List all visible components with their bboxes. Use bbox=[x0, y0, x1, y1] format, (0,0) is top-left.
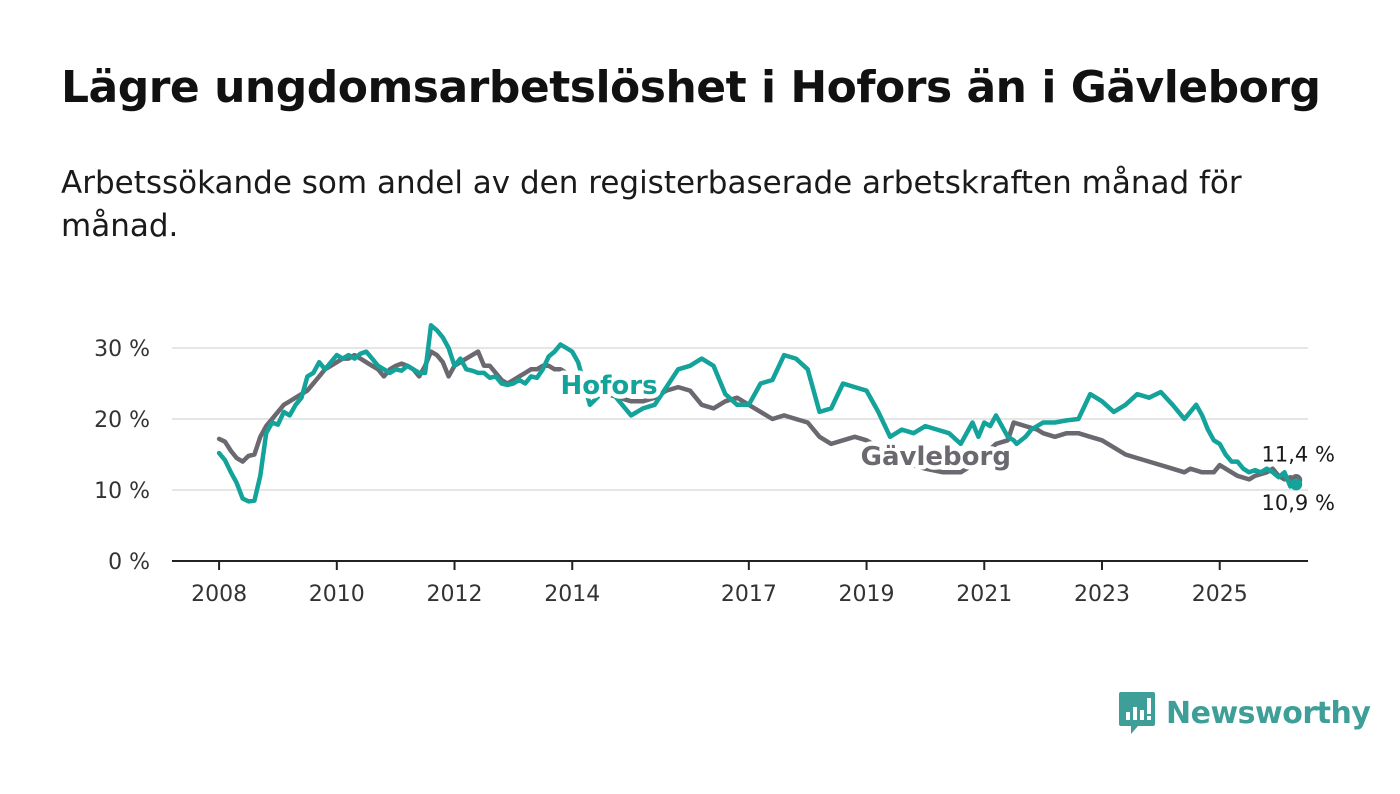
x-tick-label: 2012 bbox=[427, 582, 483, 607]
y-tick-label: 10 % bbox=[94, 479, 150, 504]
series-lines bbox=[216, 323, 1303, 504]
x-tick-label: 2025 bbox=[1192, 582, 1248, 607]
x-tick-label: 2017 bbox=[721, 582, 777, 607]
y-axis-ticks: 0 % 10 % 20 % 30 % bbox=[94, 337, 150, 575]
newsworthy-logo[interactable]: Newsworthy bbox=[1118, 690, 1371, 736]
y-tick-label: 0 % bbox=[108, 550, 150, 575]
x-tick-label: 2008 bbox=[191, 582, 247, 607]
chart-subtitle: Arbetssökande som andel av den registerb… bbox=[61, 165, 1242, 244]
series-label-gavleborg: Gävleborg bbox=[861, 442, 1011, 472]
newsworthy-logo-text: Newsworthy bbox=[1166, 695, 1371, 731]
newsworthy-logo-icon bbox=[1119, 692, 1155, 734]
x-tick-label: 2023 bbox=[1074, 582, 1130, 607]
gridlines bbox=[172, 347, 1308, 562]
y-tick-label: 20 % bbox=[94, 408, 150, 433]
series-label-hofors: Hofors bbox=[560, 371, 657, 401]
y-tick-label: 30 % bbox=[94, 337, 150, 362]
x-tick-label: 2014 bbox=[544, 582, 600, 607]
series-line-hofors bbox=[216, 323, 1299, 504]
series-line-gavleborg bbox=[216, 349, 1299, 483]
x-tick-label: 2010 bbox=[309, 582, 365, 607]
series-labels: Hofors Gävleborg 11,4 % 10,9 % bbox=[556, 367, 1338, 518]
series-end-point-hofors bbox=[1290, 478, 1303, 491]
chart-title: Lägre ungdomsarbetslöshet i Hofors än i … bbox=[61, 62, 1321, 113]
x-tick-label: 2019 bbox=[839, 582, 895, 607]
end-value-label-gavleborg: 11,4 % bbox=[1262, 443, 1335, 467]
end-value-label-hofors: 10,9 % bbox=[1262, 491, 1335, 515]
x-axis-ticks: 2008 2010 2012 2014 2017 2019 2021 2023 2025 bbox=[191, 561, 1248, 607]
x-tick-label: 2021 bbox=[956, 582, 1012, 607]
